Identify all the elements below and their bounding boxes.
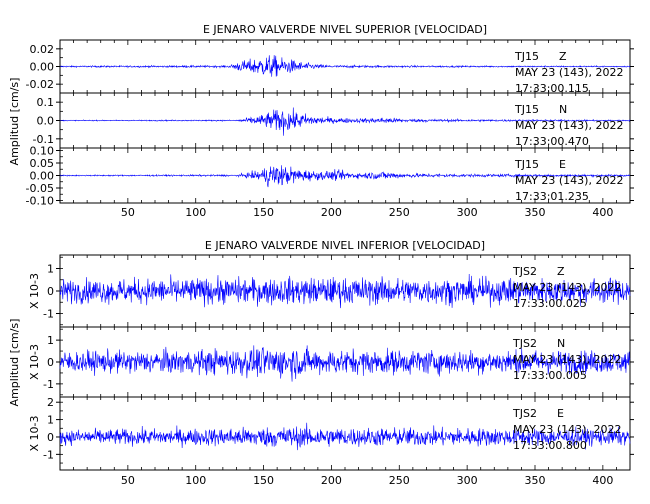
- waveform-trace-e: [59, 165, 631, 188]
- x-tick-label: 250: [389, 474, 410, 487]
- waveform-trace-n: [59, 345, 631, 382]
- y-tick-label: 0: [47, 431, 54, 444]
- waveform-trace-z: [59, 55, 631, 77]
- station-label: TJS2: [512, 265, 537, 278]
- y-tick-label: 0.02: [30, 43, 55, 56]
- station-label: TJ15: [514, 50, 539, 63]
- y-tick-label: -0.02: [26, 78, 54, 91]
- date-label: MAY 23 (143), 2022: [515, 174, 623, 187]
- y-tick-label: 1: [47, 263, 54, 276]
- y-tick-label: 1: [47, 414, 54, 427]
- y-tick-label: -0.1: [33, 133, 54, 146]
- y-axis-label: Amplitud [cm/s]: [8, 319, 21, 407]
- x-tick-label: 350: [525, 206, 546, 219]
- chart-title: E JENARO VALVERDE NIVEL INFERIOR [VELOCI…: [205, 239, 485, 252]
- waveform-trace-n: [59, 107, 631, 136]
- station-label: TJ15: [514, 103, 539, 116]
- station-label: TJS2: [512, 337, 537, 350]
- x-tick-label: 400: [592, 474, 613, 487]
- y-tick-label: -1: [43, 448, 54, 461]
- time-label: 17:33:00.800: [513, 439, 587, 452]
- y-tick-label: 0: [47, 285, 54, 298]
- x-tick-label: 50: [121, 474, 135, 487]
- x-tick-label: 150: [253, 206, 274, 219]
- y-tick-label: 0: [47, 356, 54, 369]
- x-tick-label: 200: [321, 206, 342, 219]
- x-tick-label: 300: [457, 474, 478, 487]
- date-label: MAY 23 (143), 2022: [513, 423, 621, 436]
- x-tick-label: 300: [457, 206, 478, 219]
- component-label: Z: [559, 50, 567, 63]
- component-label: N: [557, 337, 565, 350]
- date-label: MAY 23 (143), 2022: [513, 281, 621, 294]
- station-label: TJS2: [512, 407, 537, 420]
- y-tick-label: -1: [43, 378, 54, 391]
- time-label: 17:33:00.470: [515, 135, 589, 148]
- time-label: 17:33:00.115: [515, 82, 589, 95]
- y-tick-label: 0.0: [37, 115, 55, 128]
- component-label: E: [557, 407, 564, 420]
- y-tick-label: -0.05: [26, 182, 54, 195]
- y-tick-label: 2: [47, 396, 54, 409]
- time-label: 17:33:00.005: [513, 369, 587, 382]
- x-tick-label: 100: [185, 206, 206, 219]
- x-tick-label: 50: [121, 206, 135, 219]
- time-label: 17:33:00.025: [513, 297, 587, 310]
- date-label: MAY 23 (143), 2022: [515, 119, 623, 132]
- x-tick-label: 400: [592, 206, 613, 219]
- y-tick-label: 1: [47, 334, 54, 347]
- y-tick-label: 0.00: [30, 61, 55, 74]
- x-tick-label: 100: [185, 474, 206, 487]
- x-tick-label: 350: [525, 474, 546, 487]
- y-tick-label: 0.10: [30, 145, 55, 158]
- y-tick-label: -0.10: [26, 195, 54, 208]
- y-axis-label: Amplitud [cm/s]: [8, 78, 21, 166]
- waveform-trace-e: [59, 422, 631, 451]
- chart-title: E JENARO VALVERDE NIVEL SUPERIOR [VELOCI…: [203, 23, 487, 36]
- y-multiplier-label: X 10-3: [28, 344, 41, 380]
- time-label: 17:33:01.235: [515, 190, 589, 203]
- component-label: E: [559, 158, 566, 171]
- date-label: MAY 23 (143), 2022: [515, 66, 623, 79]
- y-multiplier-label: X 10-3: [28, 273, 41, 309]
- station-label: TJ15: [514, 158, 539, 171]
- y-multiplier-label: X 10-3: [28, 416, 41, 452]
- y-tick-label: 0.1: [37, 96, 55, 109]
- y-tick-label: 0.00: [30, 170, 55, 183]
- y-tick-label: 0.05: [30, 157, 55, 170]
- x-tick-label: 250: [389, 206, 410, 219]
- component-label: N: [559, 103, 567, 116]
- y-tick-label: -1: [43, 308, 54, 321]
- date-label: MAY 23 (143), 2022: [513, 353, 621, 366]
- x-tick-label: 200: [321, 474, 342, 487]
- component-label: Z: [557, 265, 565, 278]
- waveform-trace-z: [59, 273, 631, 309]
- x-tick-label: 150: [253, 474, 274, 487]
